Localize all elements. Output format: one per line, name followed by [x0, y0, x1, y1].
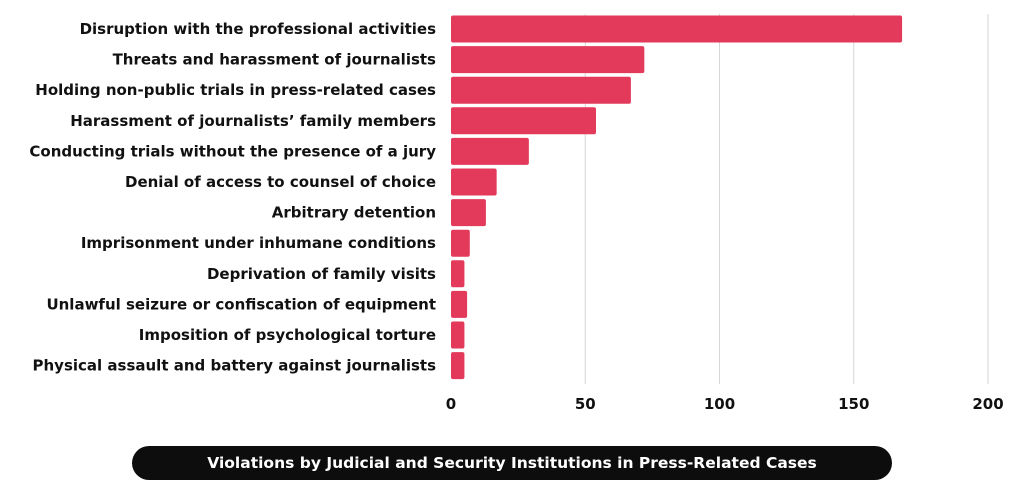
category-label: Conducting trials without the presence o… [29, 142, 436, 160]
category-label: Imposition of psychological torture [139, 326, 436, 344]
bar [451, 107, 596, 135]
bar [451, 352, 465, 380]
category-label: Deprivation of family visits [207, 265, 436, 283]
bar [451, 290, 468, 318]
bar [451, 137, 529, 165]
bar [451, 199, 486, 227]
category-label: Denial of access to counsel of choice [125, 173, 436, 191]
bar [451, 46, 645, 74]
x-tick-label: 150 [838, 395, 869, 413]
chart-title-pill: Violations by Judicial and Security Inst… [132, 446, 892, 480]
category-label: Holding non-public trials in press-relat… [35, 81, 436, 99]
category-label: Arbitrary detention [272, 204, 436, 222]
bar [451, 260, 465, 288]
x-tick-label: 200 [972, 395, 1003, 413]
bars [451, 15, 903, 380]
category-label: Threats and harassment of journalists [113, 51, 436, 69]
category-label: Physical assault and battery against jou… [33, 357, 437, 375]
grid-lines [584, 14, 989, 384]
bar [451, 15, 903, 43]
x-tick-label: 50 [575, 395, 596, 413]
bar [451, 321, 465, 349]
x-tick-label: 100 [704, 395, 735, 413]
bar [451, 168, 497, 196]
category-label: Imprisonment under inhumane conditions [81, 234, 436, 252]
chart-title: Violations by Judicial and Security Inst… [207, 454, 817, 472]
category-label: Unlawful seizure or confiscation of equi… [46, 295, 436, 313]
bar [451, 76, 631, 104]
x-tick-label: 0 [446, 395, 456, 413]
category-label: Harassment of journalists’ family member… [70, 112, 436, 130]
x-tick-labels: 0 50 100 150 200 [446, 395, 1004, 413]
bar [451, 229, 470, 257]
bar-chart: Disruption with the professional activit… [29, 14, 1004, 413]
category-labels: Disruption with the professional activit… [29, 20, 436, 375]
category-label: Disruption with the professional activit… [80, 20, 437, 38]
